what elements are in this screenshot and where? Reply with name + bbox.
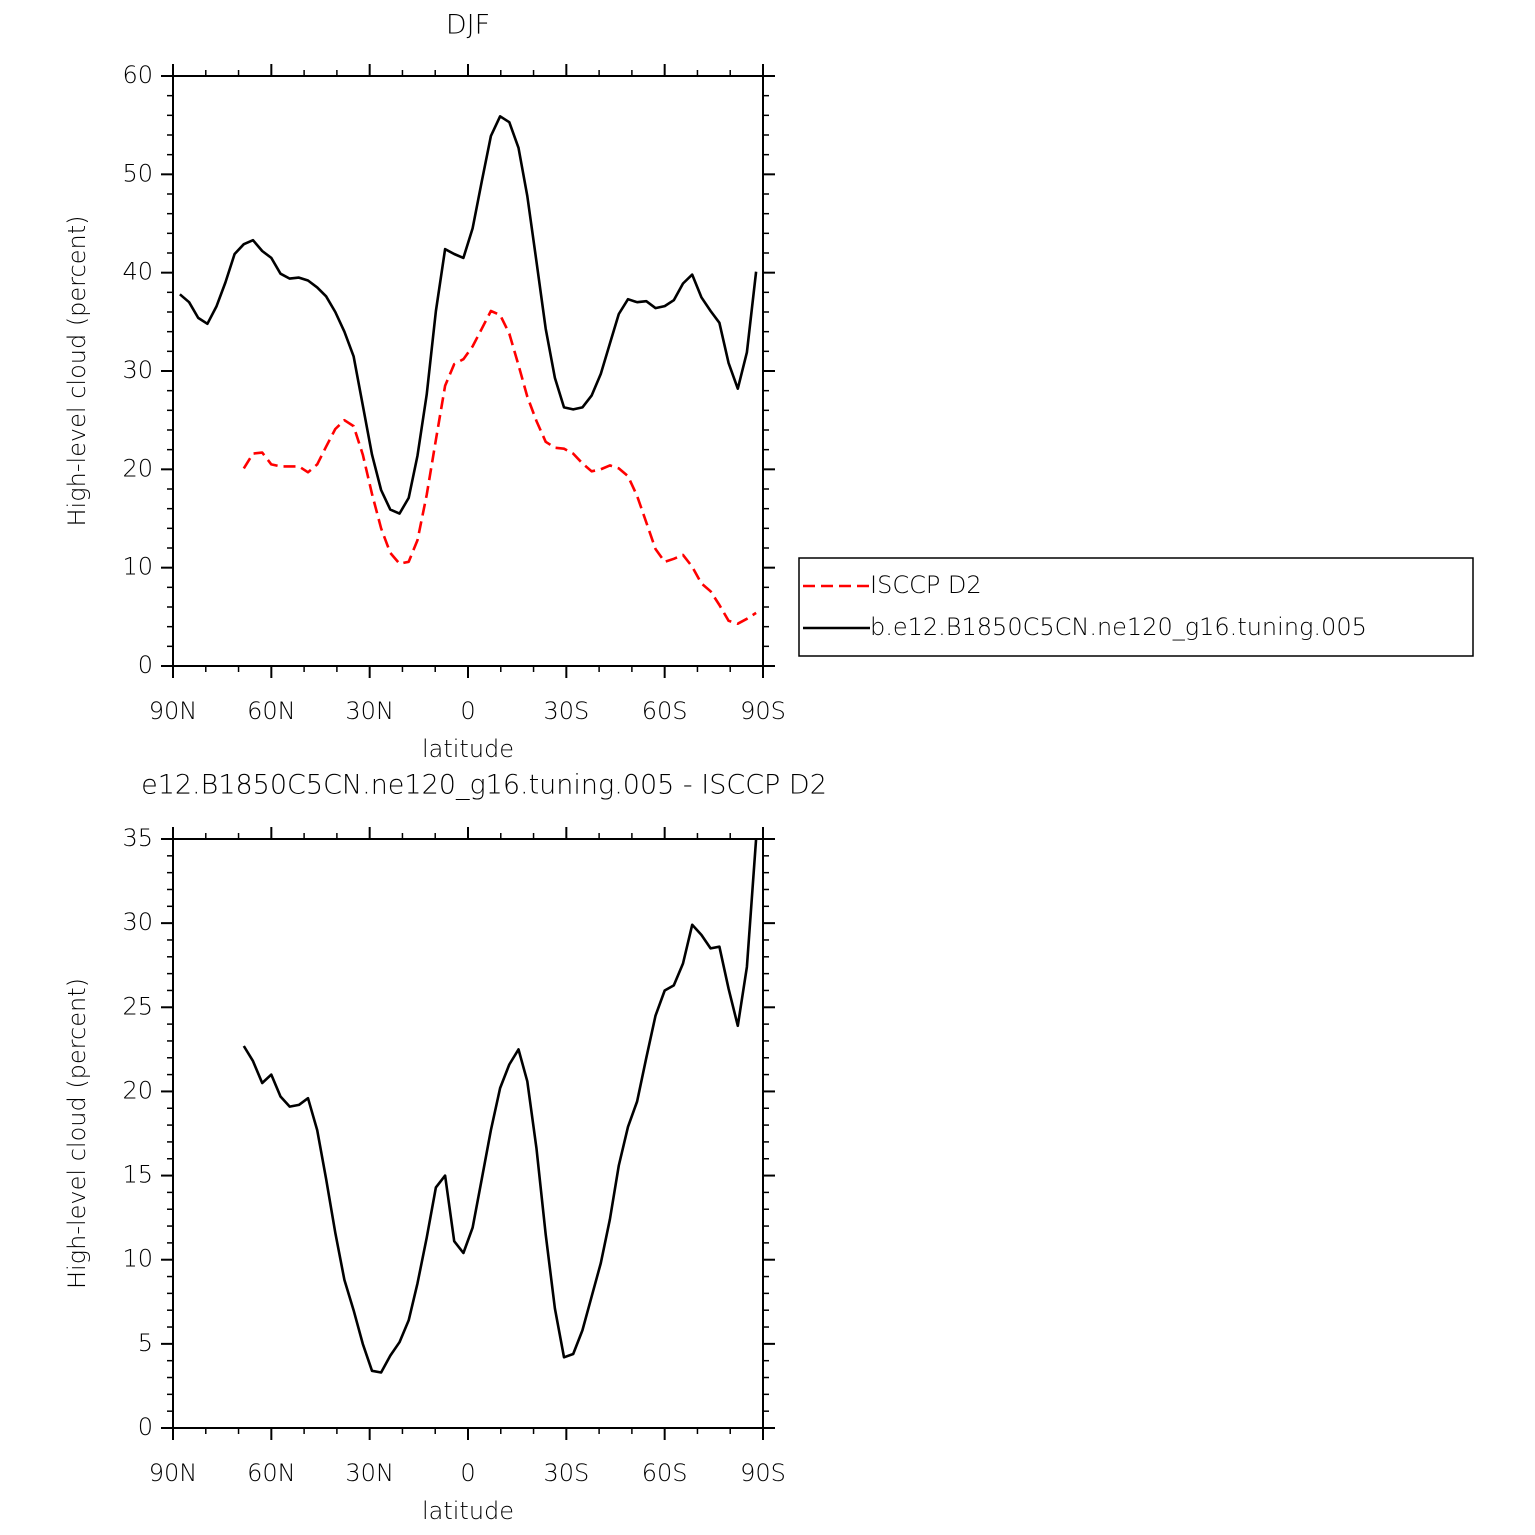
- x-tick-label: 0: [460, 1459, 475, 1487]
- data-line: [242, 309, 757, 625]
- x-tick-label: 30N: [345, 697, 394, 725]
- x-tick-label: 90S: [740, 697, 786, 725]
- x-tick-label: 90N: [149, 1459, 198, 1487]
- legend-label: ISCCP D2: [870, 571, 982, 599]
- y-tick-label: 10: [122, 553, 153, 581]
- y-axis-label: High-level cloud (percent): [63, 216, 91, 527]
- y-tick-label: 0: [138, 651, 153, 679]
- x-axis-label: latitude: [422, 735, 514, 763]
- y-tick-label: 15: [122, 1161, 153, 1189]
- y-tick-label: 20: [122, 1076, 153, 1104]
- x-axis-label: latitude: [422, 1497, 514, 1525]
- y-tick-label: 40: [122, 258, 153, 286]
- y-tick-label: 60: [122, 61, 153, 89]
- x-tick-label: 60S: [642, 697, 688, 725]
- x-tick-label: 90N: [149, 697, 198, 725]
- y-tick-label: 5: [138, 1329, 153, 1357]
- x-tick-label: 30S: [543, 697, 589, 725]
- y-tick-label: 25: [122, 992, 153, 1020]
- y-tick-label: 10: [122, 1245, 153, 1273]
- plot-frame: [172, 838, 764, 1429]
- y-tick-label: 20: [122, 454, 153, 482]
- x-tick-label: 60N: [247, 1459, 296, 1487]
- x-tick-label: 60S: [642, 1459, 688, 1487]
- plot-frame: [172, 75, 764, 667]
- x-tick-label: 60N: [247, 697, 296, 725]
- x-tick-label: 90S: [740, 1459, 786, 1487]
- data-line: [242, 838, 758, 1374]
- y-tick-label: 30: [122, 356, 153, 384]
- y-axis-label: High-level cloud (percent): [63, 978, 91, 1289]
- chart-title: DJF: [446, 10, 490, 41]
- chart-title: e12.B1850C5CN.ne120_g16.tuning.005 - ISC…: [141, 770, 827, 801]
- y-tick-label: 50: [122, 159, 153, 187]
- legend-box: [798, 557, 1474, 657]
- x-tick-label: 30S: [543, 1459, 589, 1487]
- x-tick-label: 30N: [345, 1459, 394, 1487]
- data-line: [179, 115, 758, 515]
- y-tick-label: 0: [138, 1413, 153, 1441]
- y-tick-label: 35: [122, 824, 153, 852]
- y-tick-label: 30: [122, 908, 153, 936]
- x-tick-label: 0: [460, 697, 475, 725]
- legend-label: b.e12.B1850C5CN.ne120_g16.tuning.005: [870, 613, 1367, 641]
